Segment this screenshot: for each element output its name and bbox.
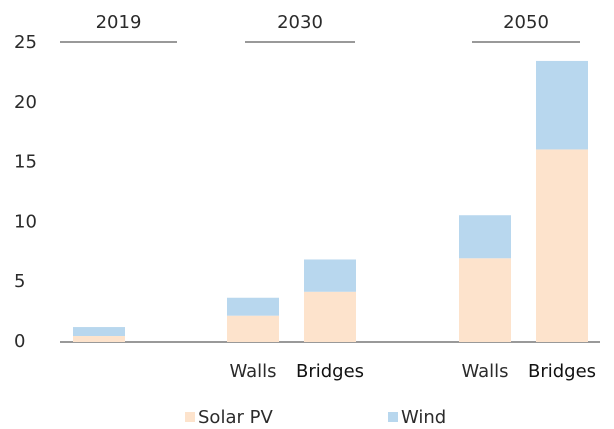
legend-label: Wind [401, 407, 446, 428]
bar-segment [304, 291, 356, 342]
x-tick-label: Walls [461, 361, 508, 382]
bar-segment [227, 315, 279, 342]
bar-segment [73, 327, 125, 337]
group-label: 2050 [503, 12, 549, 33]
group-label: 2030 [277, 12, 323, 33]
y-tick-label: 25 [14, 32, 37, 53]
x-tick-label: Walls [229, 361, 276, 382]
bar-segment [536, 149, 588, 342]
group-label: 2019 [96, 12, 142, 33]
bar-segment [459, 215, 511, 259]
bar-segment [227, 297, 279, 316]
y-tick-label: 10 [14, 211, 37, 232]
bar-segment [304, 259, 356, 292]
bar-segment [459, 258, 511, 342]
y-tick-label: 5 [14, 271, 25, 292]
x-tick-label: Bridges [296, 361, 364, 382]
legend-swatch [185, 412, 195, 422]
y-tick-label: 15 [14, 152, 37, 173]
legend-label: Solar PV [198, 407, 273, 428]
legend-swatch [388, 412, 398, 422]
x-tick-label: Bridges [528, 361, 596, 382]
bar-segment [536, 60, 588, 150]
y-tick-label: 0 [14, 331, 25, 352]
bar-segment [73, 336, 125, 342]
y-tick-label: 20 [14, 92, 37, 113]
